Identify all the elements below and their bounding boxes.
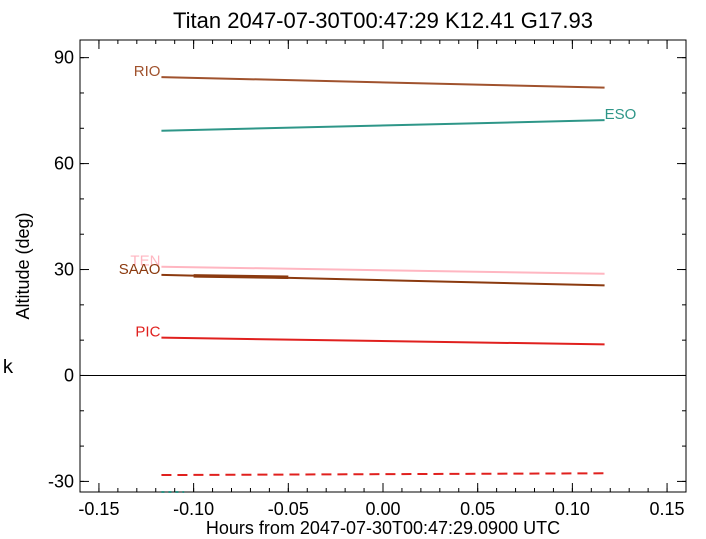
x-tick-label: -0.15 bbox=[78, 499, 119, 519]
side-mark: k bbox=[2, 356, 14, 378]
series-label-ten: TEN bbox=[130, 253, 160, 270]
series-line-6 bbox=[161, 472, 605, 477]
series-line-4 bbox=[193, 274, 289, 280]
ticks: -0.15 -0.10 -0.05 0.00 0.05 0.10 0.15 -30 0 30 60 9… bbox=[48, 40, 686, 519]
x-tick-label: -0.05 bbox=[268, 499, 309, 519]
x-tick-label: 0.00 bbox=[365, 499, 400, 519]
series-label-rio: RIO bbox=[134, 63, 161, 80]
x-tick-label: 0.10 bbox=[555, 499, 590, 519]
series-line-rio bbox=[161, 76, 605, 89]
series-line-ten bbox=[161, 265, 605, 275]
series-label-pic: PIC bbox=[135, 324, 160, 341]
series-line-pic bbox=[161, 336, 605, 346]
series-label-eso: ESO bbox=[605, 106, 637, 123]
x-tick-label: 0.05 bbox=[460, 499, 495, 519]
series-label-saao: SAAO bbox=[119, 261, 161, 278]
y-tick-label: 0 bbox=[64, 365, 74, 385]
series-line-eso bbox=[161, 119, 605, 132]
x-axis-label: Hours from 2047-07-30T00:47:29.0900 UTC bbox=[206, 518, 560, 538]
y-tick-label: 30 bbox=[54, 260, 74, 280]
y-tick-label: 60 bbox=[54, 154, 74, 174]
y-tick-label: -30 bbox=[48, 471, 74, 491]
x-tick-label: -0.10 bbox=[173, 499, 214, 519]
y-axis-label: Altitude (deg) bbox=[13, 212, 33, 319]
chart-title: Titan 2047-07-30T00:47:29 K12.41 G17.93 bbox=[173, 8, 593, 33]
x-tick-label: 0.15 bbox=[650, 499, 685, 519]
y-tick-label: 90 bbox=[54, 48, 74, 68]
